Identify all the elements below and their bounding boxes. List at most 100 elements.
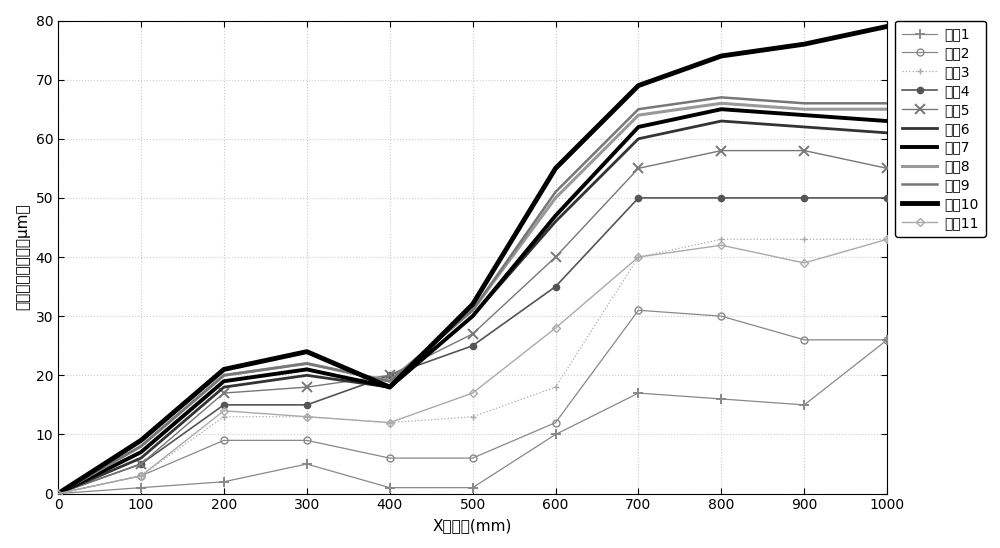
X-axis label: X轴位置(mm): X轴位置(mm) [433, 518, 512, 533]
状态10 [218, 366, 230, 373]
Line: 状态4: 状态4 [52, 192, 893, 500]
状态3 [798, 236, 810, 243]
状态5 [301, 384, 313, 390]
状态8 [384, 378, 396, 385]
状态11 [384, 419, 396, 426]
状态7 [384, 384, 396, 390]
状态10 [52, 490, 64, 497]
状态5 [715, 147, 727, 154]
状态2 [218, 437, 230, 444]
状态3 [52, 490, 64, 497]
状态4 [384, 372, 396, 379]
状态8 [135, 443, 147, 449]
状态2 [467, 455, 479, 461]
状态1 [798, 402, 810, 408]
状态9 [384, 378, 396, 385]
状态9 [467, 307, 479, 313]
状态3 [632, 254, 644, 260]
状态5 [550, 254, 562, 260]
状态6 [52, 490, 64, 497]
状态7 [798, 112, 810, 118]
状态11 [135, 472, 147, 479]
状态11 [301, 413, 313, 420]
状态11 [632, 254, 644, 260]
状态7 [135, 449, 147, 455]
状态10 [301, 349, 313, 355]
状态5 [135, 461, 147, 467]
Line: 状态11: 状态11 [55, 237, 890, 496]
Y-axis label: 补偿前的热误差（μm）: 补偿前的热误差（μm） [15, 204, 30, 310]
状态7 [632, 124, 644, 130]
状态3 [135, 472, 147, 479]
状态7 [218, 378, 230, 385]
状态1 [881, 336, 893, 343]
状态2 [301, 437, 313, 444]
状态1 [218, 478, 230, 485]
状态6 [467, 313, 479, 319]
状态7 [881, 118, 893, 124]
状态2 [715, 313, 727, 319]
状态7 [301, 366, 313, 373]
状态11 [218, 408, 230, 414]
状态4 [301, 402, 313, 408]
状态7 [52, 490, 64, 497]
状态9 [301, 360, 313, 367]
状态10 [881, 23, 893, 30]
状态9 [52, 490, 64, 497]
状态10 [715, 53, 727, 59]
状态1 [715, 396, 727, 402]
状态5 [218, 390, 230, 396]
状态2 [135, 472, 147, 479]
状态11 [52, 490, 64, 497]
状态10 [632, 82, 644, 89]
状态10 [550, 165, 562, 172]
状态4 [135, 461, 147, 467]
状态8 [218, 372, 230, 379]
状态3 [384, 419, 396, 426]
状态7 [715, 106, 727, 112]
Line: 状态6: 状态6 [58, 121, 887, 494]
状态5 [467, 330, 479, 337]
状态3 [715, 236, 727, 243]
状态2 [384, 455, 396, 461]
状态6 [301, 372, 313, 379]
状态6 [550, 218, 562, 225]
Line: 状态9: 状态9 [58, 98, 887, 494]
状态8 [798, 106, 810, 112]
状态10 [384, 384, 396, 390]
状态10 [135, 437, 147, 444]
状态1 [384, 484, 396, 491]
状态11 [550, 325, 562, 332]
状态8 [715, 100, 727, 106]
状态7 [467, 313, 479, 319]
状态1 [467, 484, 479, 491]
状态1 [52, 490, 64, 497]
状态9 [715, 94, 727, 101]
状态5 [798, 147, 810, 154]
状态6 [632, 135, 644, 142]
状态9 [881, 100, 893, 106]
状态6 [715, 118, 727, 124]
状态5 [52, 490, 64, 497]
状态9 [798, 100, 810, 106]
状态9 [218, 372, 230, 379]
状态10 [467, 301, 479, 307]
状态3 [467, 413, 479, 420]
状态5 [632, 165, 644, 172]
状态8 [550, 195, 562, 201]
状态4 [632, 195, 644, 201]
状态7 [550, 213, 562, 219]
状态2 [881, 336, 893, 343]
Line: 状态1: 状态1 [53, 335, 892, 499]
状态1 [301, 461, 313, 467]
状态6 [135, 455, 147, 461]
Line: 状态2: 状态2 [55, 307, 891, 497]
状态3 [218, 413, 230, 420]
状态6 [881, 129, 893, 136]
状态3 [881, 236, 893, 243]
状态8 [301, 360, 313, 367]
状态2 [550, 419, 562, 426]
状态9 [135, 443, 147, 449]
状态9 [632, 106, 644, 112]
状态4 [798, 195, 810, 201]
